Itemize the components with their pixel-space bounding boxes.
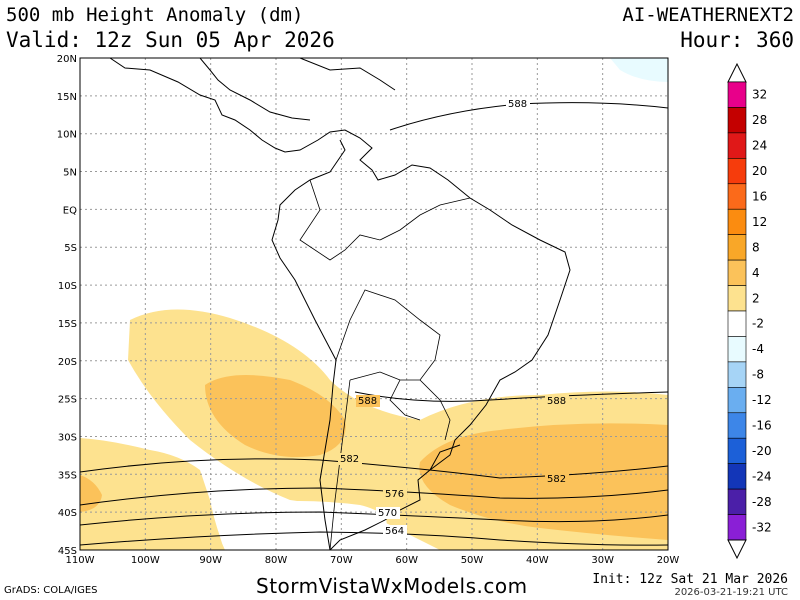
contour-label: 582 [340, 454, 359, 465]
colorbar-swatch [727, 463, 747, 490]
contour-label: 582 [547, 474, 566, 485]
lon-label: 110W [66, 555, 95, 566]
colorbar-swatch [727, 183, 747, 210]
colorbar-label: -20 [752, 444, 772, 458]
lat-label: 5S [64, 243, 77, 254]
colorbar-label: -12 [752, 393, 772, 407]
contour-label: 588 [508, 99, 527, 110]
central-america-coast [199, 58, 311, 121]
colorbar-label: 20 [752, 164, 767, 178]
contour-labels: 588 588 588 582 582 576 570 564 [338, 97, 569, 537]
generated-timestamp: 2026-03-21-19:21 UTC [674, 587, 788, 598]
colorbar-swatch [727, 488, 747, 515]
lon-label: 20W [657, 555, 680, 566]
northern-borders [299, 179, 471, 261]
colorbar-label: 16 [752, 190, 767, 204]
colorbar-label: 32 [752, 88, 767, 102]
forecast-hour: Hour: 360 [680, 28, 794, 52]
contour-label: 588 [547, 396, 566, 407]
rio-de-la-plata [429, 444, 461, 471]
lat-label: 45S [58, 546, 77, 557]
contour-label: 564 [385, 526, 404, 537]
brand-text: StormVistaWxModels.com [256, 574, 528, 598]
lat-label: 5N [63, 168, 77, 179]
lat-label: 20S [58, 357, 77, 368]
lat-label: 10S [58, 281, 77, 292]
model-name: AI-WEATHERNEXT2 [622, 4, 794, 26]
colorbar-swatch [727, 132, 747, 159]
lat-label: 35S [58, 470, 77, 481]
north-argentina-border [389, 379, 421, 421]
lat-label: 15N [57, 92, 77, 103]
lon-label: 90W [199, 555, 222, 566]
colorbar-label: -4 [752, 342, 764, 356]
west-coastline [271, 139, 346, 550]
colorbar-swatch [727, 234, 747, 261]
lat-label: 30S [58, 432, 77, 443]
colorbar-label: 12 [752, 215, 767, 229]
colorbar-swatch [727, 361, 747, 388]
colorbar-top-arrow [727, 62, 747, 83]
contour-label: 588 [358, 396, 377, 407]
colorbar-swatch [727, 437, 747, 464]
colorbar-swatch [727, 412, 747, 439]
grads-credit: GrADS: COLA/IGES [4, 585, 98, 596]
lon-label: 60W [395, 555, 418, 566]
colorbar-swatch [727, 107, 747, 134]
coastlines [109, 58, 571, 550]
lon-label: 70W [330, 555, 353, 566]
colorbar-swatch [727, 310, 747, 337]
valid-time: Valid: 12z Sun 05 Apr 2026 [6, 28, 335, 52]
lon-label: 30W [591, 555, 614, 566]
lon-label: 80W [265, 555, 288, 566]
lat-label: 25S [58, 395, 77, 406]
colorbar-swatch [727, 81, 747, 108]
lat-label: 10N [57, 130, 77, 141]
colorbar-label: -32 [752, 520, 772, 534]
colorbar-label: 24 [752, 139, 767, 153]
colorbar: 32 28 24 20 16 12 8 4 2 -2 -4 -8 -12 -16 -20 -24 -28 -32 [727, 62, 772, 560]
contour-label: 570 [378, 508, 397, 519]
central-borders [335, 289, 441, 381]
negative-anomaly-area [610, 58, 668, 82]
lat-label: EQ [63, 205, 77, 216]
anomaly-4-8-atlantic [419, 423, 668, 540]
colorbar-label: 28 [752, 113, 767, 127]
caribbean-coast [299, 58, 396, 91]
lon-label: 100W [131, 555, 160, 566]
colorbar-swatch [727, 208, 747, 235]
colorbar-swatch [727, 259, 747, 286]
colorbar-label: 4 [752, 266, 760, 280]
map-frame [79, 57, 669, 551]
contour-label: 576 [385, 489, 404, 500]
colorbar-swatch [727, 336, 747, 363]
colorbar-bottom-arrow [727, 539, 747, 560]
colorbar-label: 2 [752, 291, 760, 305]
colorbar-label: -24 [752, 469, 772, 483]
colorbar-label: -28 [752, 495, 772, 509]
east-coastline [109, 58, 571, 550]
colorbar-swatch [727, 514, 747, 541]
colorbar-label: -16 [752, 419, 772, 433]
lat-label: 20N [57, 54, 77, 65]
colorbar-label: -8 [752, 368, 764, 382]
contour-588-south [354, 391, 668, 402]
anomaly-2-4-west [80, 438, 225, 550]
colorbar-label: -2 [752, 317, 764, 331]
lat-label: 15S [58, 319, 77, 330]
init-time: Init: 12z Sat 21 Mar 2026 [592, 572, 788, 587]
lon-label: 40W [526, 555, 549, 566]
map-title: 500 mb Height Anomaly (dm) [6, 4, 304, 26]
latitude-labels: 20N 15N 10N 5N EQ 5S 10S 15S 20S 25S 30S 35S 40S 45S [57, 54, 77, 557]
lon-label: 50W [461, 555, 484, 566]
colorbar-swatch [727, 387, 747, 414]
longitude-labels: 110W 100W 90W 80W 70W 60W 50W 40W 30W 20W [66, 555, 680, 566]
lat-label: 40S [58, 508, 77, 519]
paraguay-border [419, 379, 451, 441]
colorbar-label: 8 [752, 240, 760, 254]
colorbar-swatch [727, 158, 747, 185]
contour-582 [80, 458, 668, 479]
colorbar-swatch [727, 285, 747, 312]
